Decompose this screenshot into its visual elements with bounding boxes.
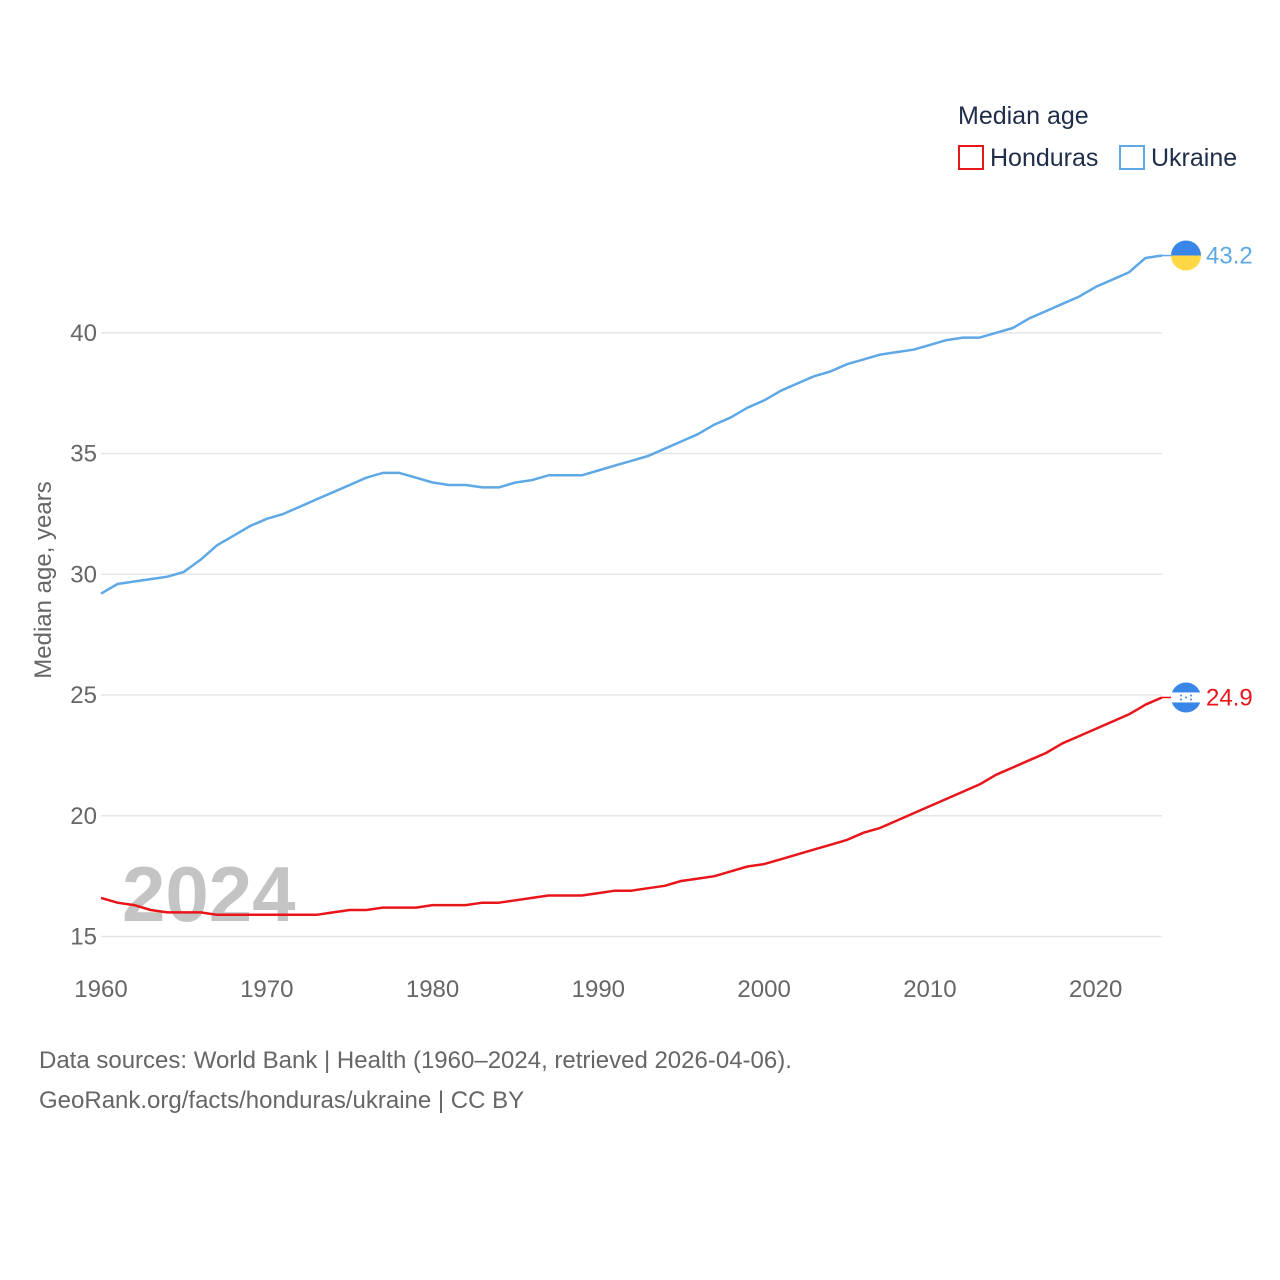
y-gridlines (101, 332, 1162, 938)
x-tick-label: 2010 (903, 976, 956, 1003)
source-line-2[interactable]: GeoRank.org/facts/honduras/ukraine | CC … (39, 1087, 524, 1114)
honduras-flag-icon (1171, 682, 1201, 713)
legend: Median age Honduras Ukraine (958, 102, 1237, 172)
y-tick-label: 20 (70, 803, 97, 830)
x-tick-label: 1990 (572, 976, 625, 1003)
x-tick-label: 2000 (737, 976, 790, 1003)
end-value-ukraine: 43.2 (1206, 243, 1253, 270)
series-lines (100, 254, 1172, 917)
end-markers: 24.9 43.2 (1171, 240, 1253, 713)
y-axis-label: Median age, years (30, 481, 57, 678)
series-line-honduras[interactable] (100, 696, 1163, 917)
legend-title: Median age (958, 102, 1089, 130)
flag-star (1180, 694, 1182, 697)
series-line-ukraine[interactable] (100, 254, 1163, 595)
x-axis-ticks: 1960 1970 1980 1990 2000 2010 2020 (74, 976, 1122, 1003)
source-line-1: Data sources: World Bank | Health (1960–… (39, 1047, 792, 1074)
flag-star (1185, 696, 1187, 699)
legend-item-honduras[interactable]: Honduras (958, 144, 1098, 172)
x-tick-label: 1980 (406, 976, 459, 1003)
year-watermark: 2024 (122, 850, 296, 938)
y-tick-label: 15 (70, 924, 97, 951)
y-tick-label: 40 (70, 320, 97, 347)
y-tick-label: 25 (70, 682, 97, 709)
legend-label-honduras: Honduras (990, 144, 1098, 172)
flag-star (1190, 698, 1192, 701)
ukraine-flag-icon (1171, 240, 1201, 271)
y-tick-label: 30 (70, 561, 97, 588)
x-tick-label: 2020 (1069, 976, 1122, 1003)
y-axis-ticks: 15 20 25 30 35 40 (70, 320, 97, 951)
end-value-honduras: 24.9 (1206, 684, 1253, 711)
legend-swatch-ukraine (1119, 145, 1145, 170)
legend-swatch-honduras (958, 145, 984, 170)
flag-star (1180, 698, 1182, 701)
x-tick-label: 1970 (240, 976, 293, 1003)
y-tick-label: 35 (70, 441, 97, 468)
legend-item-ukraine[interactable]: Ukraine (1119, 144, 1237, 172)
legend-label-ukraine: Ukraine (1151, 144, 1237, 172)
x-tick-label: 1960 (74, 976, 127, 1003)
flag-star (1190, 694, 1192, 697)
